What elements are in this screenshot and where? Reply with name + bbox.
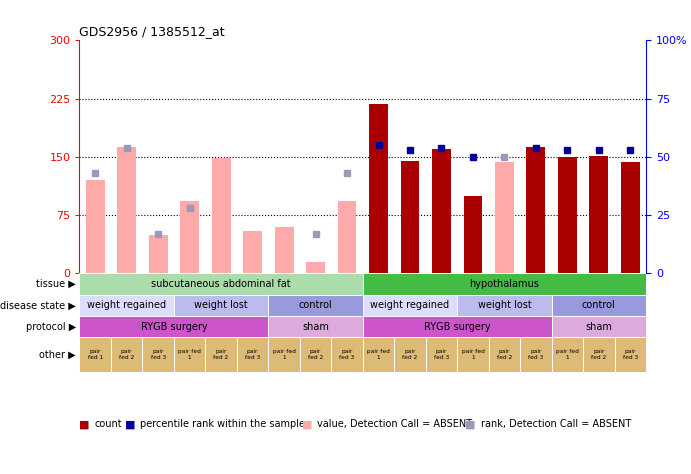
Bar bbox=[149, 235, 168, 273]
Bar bbox=[551, 316, 646, 337]
Text: pair
fed 3: pair fed 3 bbox=[623, 349, 638, 360]
Bar bbox=[237, 337, 268, 372]
Text: other ▶: other ▶ bbox=[39, 350, 76, 360]
Text: pair fed
1: pair fed 1 bbox=[178, 349, 201, 360]
Bar bbox=[558, 157, 577, 273]
Bar bbox=[174, 337, 205, 372]
Bar bbox=[274, 227, 294, 273]
Bar bbox=[489, 337, 520, 372]
Text: pair
fed 3: pair fed 3 bbox=[151, 349, 166, 360]
Bar bbox=[174, 295, 268, 316]
Text: pair fed
1: pair fed 1 bbox=[462, 349, 484, 360]
Bar bbox=[432, 149, 451, 273]
Text: protocol ▶: protocol ▶ bbox=[26, 322, 76, 332]
Bar bbox=[401, 161, 419, 273]
Bar bbox=[495, 162, 514, 273]
Bar bbox=[79, 337, 111, 372]
Text: control: control bbox=[299, 301, 332, 310]
Bar bbox=[589, 156, 608, 273]
Bar bbox=[268, 295, 363, 316]
Text: ■: ■ bbox=[79, 419, 90, 429]
Bar bbox=[268, 316, 363, 337]
Text: hypothalamus: hypothalamus bbox=[469, 279, 540, 289]
Bar bbox=[300, 337, 331, 372]
Text: weight lost: weight lost bbox=[194, 301, 248, 310]
Bar bbox=[614, 337, 646, 372]
Text: pair
fed 2: pair fed 2 bbox=[119, 349, 134, 360]
Text: pair
fed 2: pair fed 2 bbox=[402, 349, 417, 360]
Bar bbox=[363, 337, 395, 372]
Bar bbox=[520, 337, 551, 372]
Text: pair
fed 2: pair fed 2 bbox=[308, 349, 323, 360]
Bar bbox=[369, 104, 388, 273]
Bar bbox=[268, 337, 300, 372]
Bar bbox=[363, 273, 646, 295]
Text: weight regained: weight regained bbox=[87, 301, 167, 310]
Text: count: count bbox=[95, 419, 122, 429]
Bar bbox=[583, 337, 614, 372]
Text: rank, Detection Call = ABSENT: rank, Detection Call = ABSENT bbox=[480, 419, 631, 429]
Text: ■: ■ bbox=[465, 419, 476, 429]
Bar bbox=[79, 316, 268, 337]
Text: sham: sham bbox=[585, 322, 612, 332]
Text: sham: sham bbox=[302, 322, 329, 332]
Bar bbox=[363, 295, 457, 316]
Text: pair
fed 3: pair fed 3 bbox=[434, 349, 449, 360]
Bar bbox=[363, 316, 551, 337]
Text: subcutaneous abdominal fat: subcutaneous abdominal fat bbox=[151, 279, 291, 289]
Bar bbox=[331, 337, 363, 372]
Text: value, Detection Call = ABSENT: value, Detection Call = ABSENT bbox=[317, 419, 473, 429]
Text: pair fed
1: pair fed 1 bbox=[367, 349, 390, 360]
Bar bbox=[211, 158, 231, 273]
Text: pair
fed 3: pair fed 3 bbox=[529, 349, 544, 360]
Bar bbox=[457, 337, 489, 372]
Bar bbox=[86, 180, 104, 273]
Text: GDS2956 / 1385512_at: GDS2956 / 1385512_at bbox=[79, 25, 225, 38]
Text: weight lost: weight lost bbox=[477, 301, 531, 310]
Text: pair
fed 1: pair fed 1 bbox=[88, 349, 103, 360]
Text: ■: ■ bbox=[125, 419, 135, 429]
Text: percentile rank within the sample: percentile rank within the sample bbox=[140, 419, 305, 429]
Text: ■: ■ bbox=[302, 419, 313, 429]
Bar bbox=[338, 201, 357, 273]
Text: RYGB surgery: RYGB surgery bbox=[424, 322, 491, 332]
Bar bbox=[551, 295, 646, 316]
Text: control: control bbox=[582, 301, 616, 310]
Text: pair
fed 3: pair fed 3 bbox=[245, 349, 261, 360]
Bar bbox=[457, 295, 551, 316]
Text: pair
fed 2: pair fed 2 bbox=[591, 349, 607, 360]
Text: weight regained: weight regained bbox=[370, 301, 450, 310]
Bar bbox=[426, 337, 457, 372]
Text: pair
fed 2: pair fed 2 bbox=[497, 349, 512, 360]
Bar bbox=[621, 162, 640, 273]
Bar bbox=[395, 337, 426, 372]
Text: RYGB surgery: RYGB surgery bbox=[140, 322, 207, 332]
Bar bbox=[79, 295, 174, 316]
Text: pair
fed 2: pair fed 2 bbox=[214, 349, 229, 360]
Text: pair fed
1: pair fed 1 bbox=[273, 349, 296, 360]
Bar bbox=[243, 231, 262, 273]
Bar bbox=[527, 147, 545, 273]
Bar bbox=[180, 201, 199, 273]
Text: tissue ▶: tissue ▶ bbox=[36, 279, 76, 289]
Bar bbox=[551, 337, 583, 372]
Bar bbox=[142, 337, 174, 372]
Text: pair
fed 3: pair fed 3 bbox=[339, 349, 354, 360]
Bar bbox=[464, 196, 482, 273]
Bar bbox=[117, 147, 136, 273]
Bar bbox=[111, 337, 142, 372]
Bar bbox=[205, 337, 237, 372]
Text: disease state ▶: disease state ▶ bbox=[0, 301, 76, 310]
Bar bbox=[306, 262, 325, 273]
Bar bbox=[79, 273, 363, 295]
Text: pair fed
1: pair fed 1 bbox=[556, 349, 579, 360]
